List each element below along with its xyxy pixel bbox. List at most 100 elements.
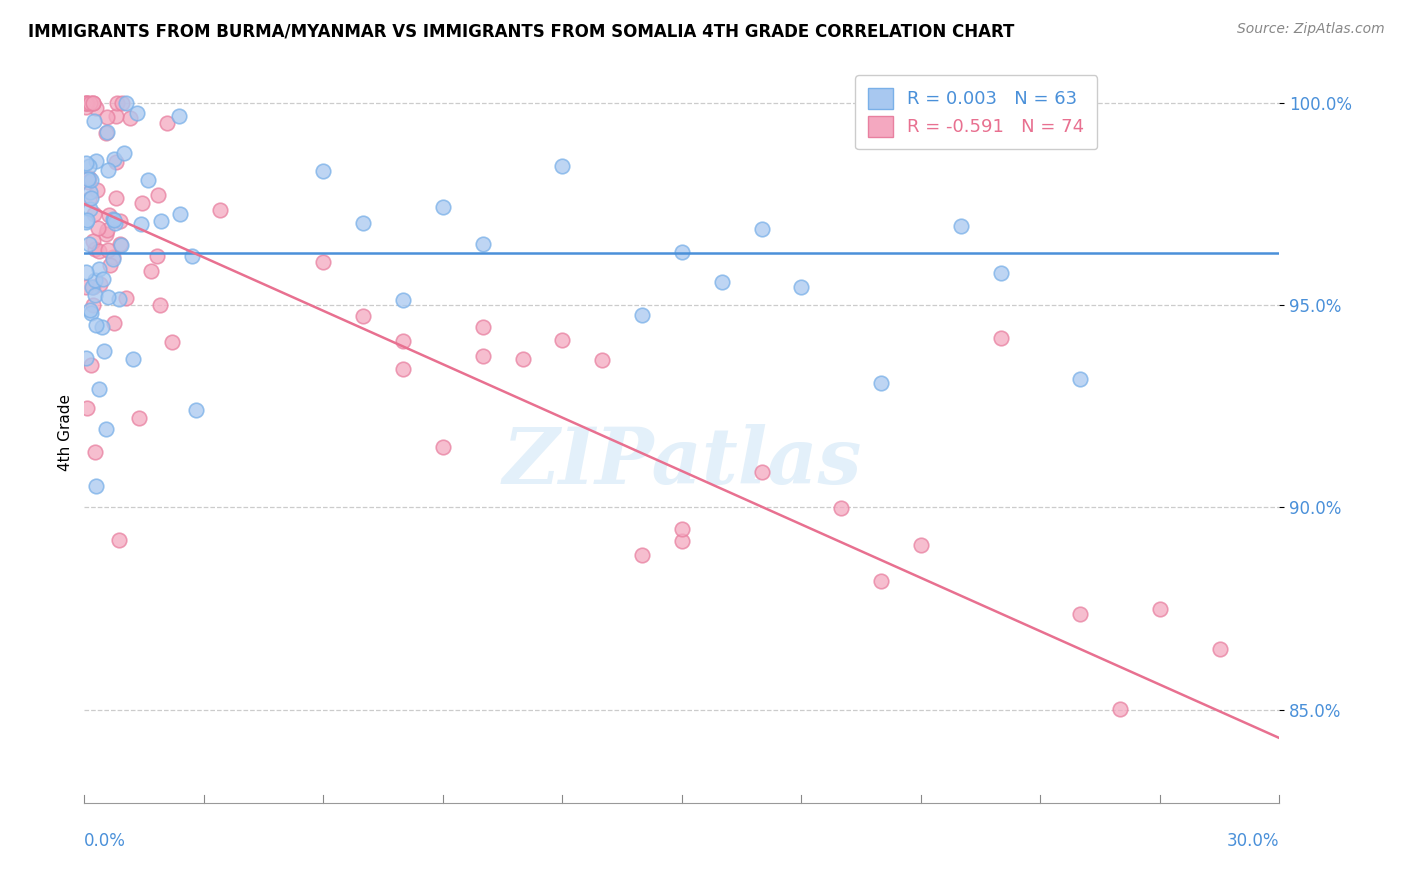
Point	[1069, 607, 1091, 621]
Point	[1069, 371, 1091, 385]
Point	[91, 320, 114, 334]
Point	[830, 501, 852, 516]
Point	[149, 214, 172, 228]
Point	[352, 310, 374, 324]
Point	[79, 202, 101, 216]
Point	[551, 333, 574, 347]
Point	[84, 273, 107, 287]
Point	[97, 243, 120, 257]
Point	[671, 245, 693, 260]
Point	[512, 352, 534, 367]
Point	[870, 574, 893, 589]
Point	[82, 234, 104, 248]
Point	[111, 95, 134, 110]
Point	[910, 538, 932, 552]
Point	[76, 95, 98, 110]
Text: 30.0%: 30.0%	[1227, 832, 1279, 850]
Point	[790, 280, 813, 294]
Point	[103, 213, 125, 227]
Point	[77, 175, 100, 189]
Point	[82, 298, 104, 312]
Point	[129, 217, 152, 231]
Point	[98, 258, 121, 272]
Point	[91, 272, 114, 286]
Point	[128, 411, 150, 425]
Point	[184, 402, 207, 417]
Point	[75, 351, 97, 366]
Point	[432, 200, 454, 214]
Point	[631, 308, 654, 322]
Point	[80, 358, 103, 372]
Point	[75, 215, 97, 229]
Point	[87, 262, 110, 277]
Point	[105, 95, 128, 110]
Point	[471, 236, 494, 251]
Point	[101, 252, 124, 266]
Point	[77, 159, 100, 173]
Point	[87, 244, 110, 259]
Point	[79, 185, 101, 199]
Point	[94, 126, 117, 140]
Point	[84, 288, 107, 302]
Point	[105, 155, 128, 169]
Point	[138, 173, 160, 187]
Point	[751, 222, 773, 236]
Point	[551, 160, 574, 174]
Point	[156, 116, 179, 130]
Point	[76, 172, 98, 186]
Point	[432, 440, 454, 454]
Point	[75, 100, 97, 114]
Point	[101, 250, 124, 264]
Point	[103, 211, 125, 226]
Point	[97, 290, 120, 304]
Point	[84, 479, 107, 493]
Point	[94, 422, 117, 436]
Point	[84, 101, 107, 115]
Point	[110, 237, 132, 252]
Point	[77, 170, 100, 185]
Point	[471, 319, 494, 334]
Point	[352, 216, 374, 230]
Point	[312, 164, 335, 178]
Point	[76, 401, 98, 415]
Point	[108, 214, 131, 228]
Point	[80, 306, 103, 320]
Point	[97, 209, 120, 223]
Point	[96, 227, 118, 241]
Point	[82, 95, 104, 110]
Point	[83, 114, 105, 128]
Point	[93, 344, 115, 359]
Point	[75, 95, 97, 110]
Point	[162, 334, 184, 349]
Point	[122, 352, 145, 367]
Point	[115, 292, 138, 306]
Point	[110, 237, 132, 252]
Point	[103, 316, 125, 330]
Point	[751, 465, 773, 479]
Point	[1149, 602, 1171, 616]
Point	[96, 125, 118, 139]
Point	[97, 162, 120, 177]
Point	[96, 223, 118, 237]
Point	[169, 207, 191, 221]
Point	[96, 111, 118, 125]
Point	[80, 280, 103, 294]
Point	[79, 95, 101, 110]
Point	[1209, 642, 1232, 657]
Point	[710, 275, 733, 289]
Point	[84, 153, 107, 168]
Point	[167, 109, 190, 123]
Point	[75, 265, 97, 279]
Legend: R = 0.003   N = 63, R = -0.591   N = 74: R = 0.003 N = 63, R = -0.591 N = 74	[855, 75, 1097, 149]
Point	[146, 188, 169, 202]
Text: IMMIGRANTS FROM BURMA/MYANMAR VS IMMIGRANTS FROM SOMALIA 4TH GRADE CORRELATION C: IMMIGRANTS FROM BURMA/MYANMAR VS IMMIGRA…	[28, 22, 1015, 40]
Point	[75, 95, 97, 110]
Point	[83, 242, 105, 256]
Point	[671, 534, 693, 549]
Point	[103, 152, 125, 166]
Point	[146, 249, 169, 263]
Point	[105, 191, 128, 205]
Point	[77, 237, 100, 252]
Y-axis label: 4th Grade: 4th Grade	[58, 394, 73, 471]
Point	[870, 376, 893, 390]
